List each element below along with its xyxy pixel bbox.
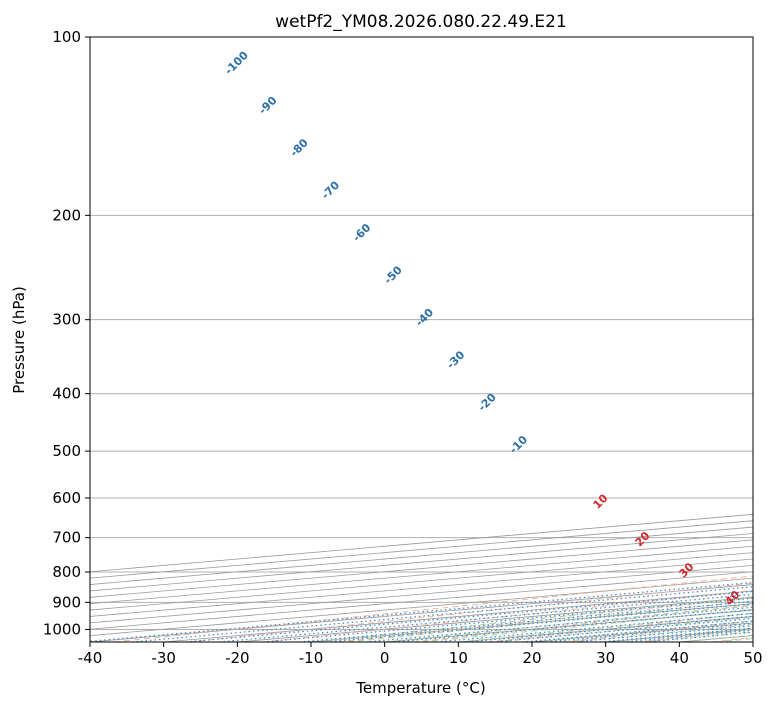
y-tick-label: 700 — [52, 529, 81, 547]
mixing-ratio-line — [90, 581, 753, 642]
moist-adiabat-line — [310, 596, 753, 642]
isotherm-line — [90, 526, 753, 585]
x-tick-label: 0 — [380, 649, 390, 667]
x-tick-label: -30 — [151, 649, 176, 667]
y-tick-label: 200 — [52, 206, 81, 224]
y-tick-label: 600 — [52, 489, 81, 507]
dry-adiabat-line — [188, 582, 753, 642]
y-tick-label: 100 — [52, 28, 81, 46]
x-tick-label: 30 — [596, 649, 615, 667]
x-tick-label: 40 — [670, 649, 689, 667]
isotherm-line — [90, 513, 753, 573]
chart-title: wetPf2_YM08.2026.080.22.49.E21 — [275, 12, 567, 32]
x-tick-label: -20 — [225, 649, 250, 667]
y-tick-label: 500 — [52, 442, 81, 460]
y-tick-label: 1000 — [43, 620, 81, 638]
y-axis-title: Pressure (hPa) — [10, 286, 28, 394]
x-tick-label: 10 — [449, 649, 468, 667]
x-tick-label: -10 — [299, 649, 324, 667]
x-tick-label: 50 — [743, 649, 762, 667]
y-tick-label: 300 — [52, 311, 81, 329]
y-tick-label: 400 — [52, 385, 81, 403]
isotherm-line — [90, 520, 753, 579]
mixing-ratio-line — [467, 615, 753, 642]
x-tick-label: -40 — [78, 649, 103, 667]
x-axis-title: Temperature (°C) — [355, 679, 485, 697]
isotherm-line — [90, 533, 753, 592]
plot-area — [90, 37, 753, 642]
isotherm-line — [90, 539, 753, 598]
x-tick-label: 20 — [522, 649, 541, 667]
y-tick-label: 800 — [52, 563, 81, 581]
y-tick-label: 900 — [52, 593, 81, 611]
plot-frame — [89, 36, 754, 643]
axes: -40 -30 -20 -10 0 10 20 30 40 50 100 200 300 400 500 60… — [43, 28, 763, 667]
